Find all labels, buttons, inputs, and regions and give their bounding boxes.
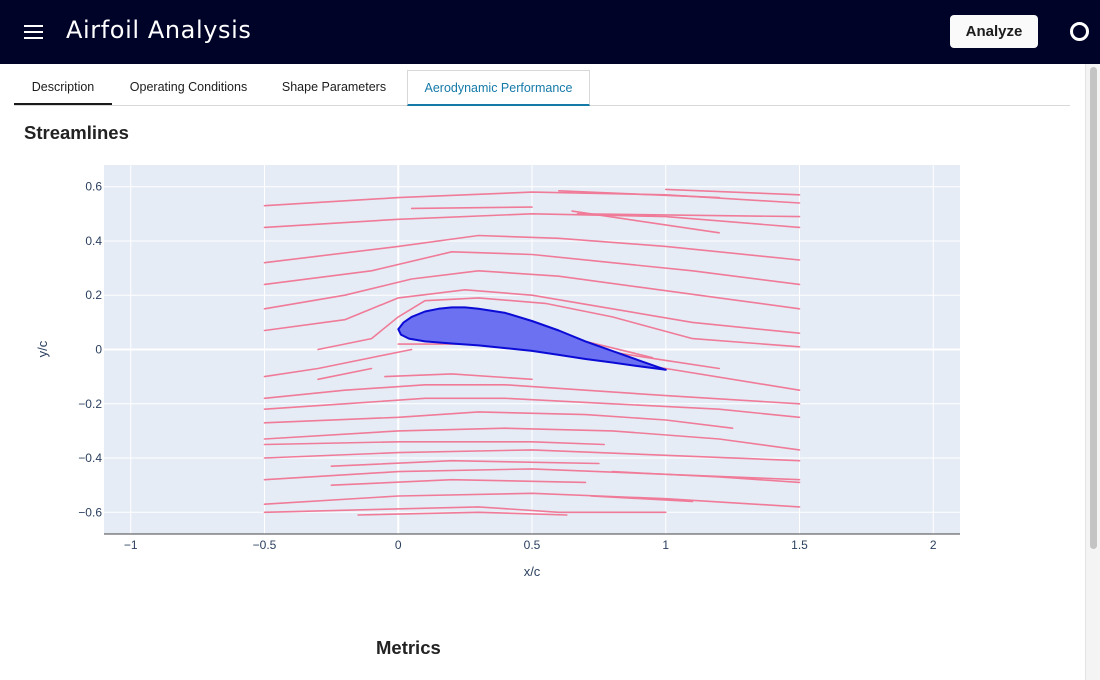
streamline-26 [330, 459, 600, 468]
streamline-9 [263, 251, 801, 286]
streamlines-layer [263, 188, 801, 516]
tab-operating-conditions[interactable]: Operating Conditions [129, 80, 248, 94]
y-tick-label: 0.2 [85, 288, 102, 302]
streamline-11 [263, 288, 801, 335]
x-tick-label: −1 [124, 538, 138, 552]
streamline-31 [589, 495, 694, 503]
x-tick-label: −0.5 [253, 538, 277, 552]
streamline-13 [263, 348, 413, 378]
streamline-5 [576, 213, 801, 218]
streamline-7 [263, 213, 801, 229]
y-axis-title: y/c [35, 340, 50, 357]
streamline-21 [263, 397, 801, 419]
analyze-button[interactable]: Analyze [950, 15, 1038, 48]
streamline-3 [557, 190, 721, 199]
streamline-15 [611, 351, 721, 370]
menu-icon[interactable] [24, 22, 46, 42]
streamline-30 [263, 492, 801, 508]
tab-description[interactable]: Description [14, 70, 112, 105]
streamlines-heading: Streamlines [24, 122, 129, 143]
y-tick-labels: −0.6 −0.4 −0.2 0 0.2 0.4 0.6 [78, 180, 102, 520]
tab-shape-parameters[interactable]: Shape Parameters [281, 80, 387, 94]
y-tick-label: −0.6 [78, 505, 102, 519]
y-tick-label: 0 [95, 343, 102, 357]
x-axis-title: x/c [524, 564, 541, 579]
y-tick-label: −0.2 [78, 397, 102, 411]
x-tick-label: 0 [395, 538, 402, 552]
streamline-8 [263, 234, 801, 264]
y-tick-label: 0.6 [85, 180, 102, 194]
scrollbar-thumb[interactable] [1090, 67, 1097, 549]
metrics-heading: Metrics [376, 637, 441, 658]
streamline-4 [664, 188, 801, 196]
streamline-10 [263, 269, 801, 310]
streamlines-chart: −0.6 −0.4 −0.2 0 0.2 0.4 0.6 −1 −0.5 0 0.5 1 1.5 2 x… [35, 165, 960, 579]
airfoil-layer [397, 306, 667, 371]
x-tick-label: 0.5 [524, 538, 541, 552]
streamline-2 [410, 206, 533, 210]
streamline-22 [263, 411, 734, 430]
x-tick-label: 1.5 [791, 538, 808, 552]
streamline-24 [263, 440, 606, 446]
tab-bar: Description Operating Conditions Shape P… [14, 70, 1070, 106]
y-tick-label: 0.4 [85, 234, 102, 248]
vertical-scrollbar[interactable] [1085, 64, 1100, 680]
streamline-29 [330, 478, 587, 487]
streamline-19 [384, 373, 533, 381]
x-tick-label: 1 [662, 538, 669, 552]
loading-indicator-icon [1070, 22, 1089, 41]
app-title: Airfoil Analysis [66, 16, 252, 44]
streamline-32 [263, 506, 667, 514]
x-tick-labels: −1 −0.5 0 0.5 1 1.5 2 [124, 538, 937, 552]
streamline-20 [263, 383, 801, 405]
airfoil-shape [397, 306, 667, 371]
streamline-33 [357, 511, 568, 516]
x-tick-label: 2 [930, 538, 937, 552]
streamline-12 [317, 297, 801, 351]
y-tick-label: −0.4 [78, 451, 102, 465]
tab-aerodynamic-performance[interactable]: Aerodynamic Performance [407, 70, 590, 106]
streamline-25 [263, 449, 801, 462]
streamline-23 [263, 427, 801, 451]
streamline-28 [263, 468, 801, 481]
streamline-18 [317, 367, 373, 381]
app-bar: Airfoil Analysis Analyze [0, 0, 1100, 64]
